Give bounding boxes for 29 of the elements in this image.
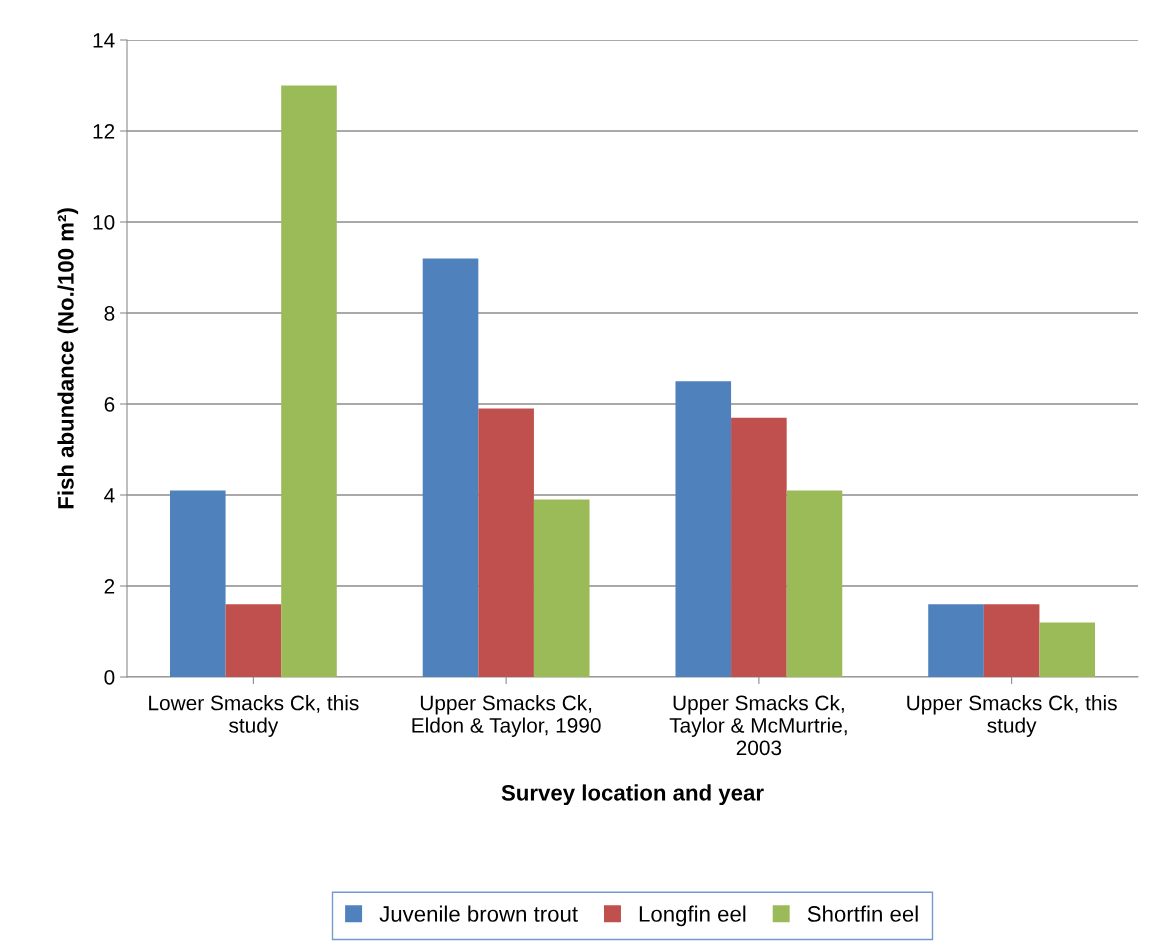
y-tick-label: 10 (93, 215, 115, 230)
bar (731, 417, 787, 677)
x-tick-label: Upper Smacks Ck, Eldon & Taylor, 1990 (412, 695, 601, 737)
x-axis-title: Survey location and year (501, 784, 764, 806)
bar (786, 490, 843, 677)
bar (533, 499, 590, 677)
legend-label: Longfin eel (639, 905, 746, 927)
x-tick-label: Upper Smacks Ck, Taylor & McMurtrie, 2003 (669, 695, 847, 756)
x-tick-label: Upper Smacks Ck, this study (907, 695, 1117, 737)
bar (675, 381, 732, 677)
bar (928, 604, 984, 677)
legend-label: Shortfin eel (807, 905, 918, 922)
bar (983, 604, 1040, 677)
y-tick-label: 12 (93, 124, 115, 139)
y-tick-label: 4 (104, 488, 115, 503)
bar (1039, 622, 1096, 677)
bar (225, 604, 282, 677)
bar (478, 408, 534, 677)
y-tick-label: 14 (93, 33, 115, 48)
legend-label: Juvenile brown trout (379, 905, 578, 922)
y-axis-title: Fish abundance (No./100 m²) (57, 208, 79, 509)
x-tick-label: Lower Smacks Ck, this study (149, 695, 359, 737)
bar (169, 490, 226, 677)
y-tick-label: 2 (104, 579, 115, 594)
y-tick-label: 0 (104, 670, 115, 685)
y-tick-label: 8 (104, 306, 115, 321)
y-tick-label: 6 (104, 397, 115, 412)
bar (422, 258, 479, 677)
bar (281, 85, 337, 677)
